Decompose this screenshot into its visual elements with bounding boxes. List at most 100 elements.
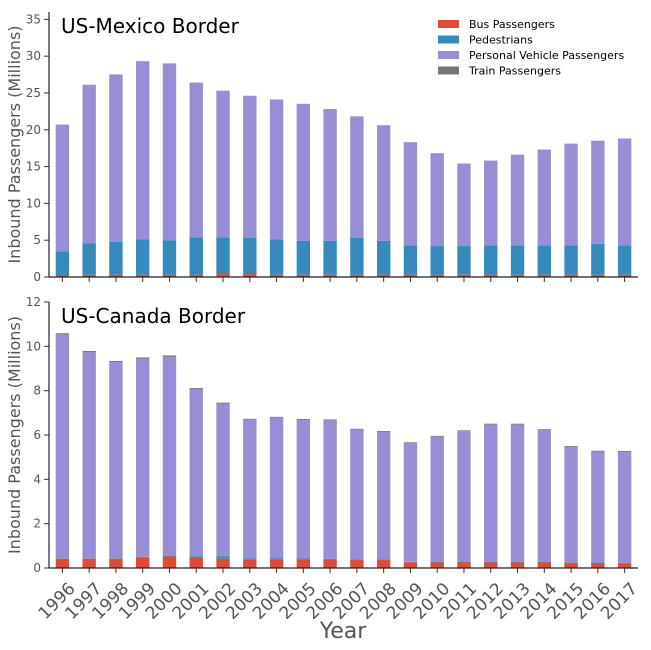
bar-segment [403, 274, 418, 277]
bar-segment [136, 557, 150, 568]
y-axis-title: Inbound Passengers (Millions) [5, 316, 24, 554]
bar-segment [162, 356, 177, 557]
bar-segment [189, 388, 203, 389]
bar-segment [484, 423, 498, 425]
bar-segment [617, 451, 632, 563]
bar-segment [243, 237, 257, 275]
bar-segment [510, 562, 525, 568]
bar-segment [323, 420, 337, 559]
bar-segment [591, 140, 605, 244]
bar-segment [162, 240, 177, 275]
y-tick-label: 0 [33, 561, 41, 575]
panel-title: US-Canada Border [61, 304, 246, 328]
legend-swatch [438, 51, 459, 59]
bar-segment [350, 428, 364, 430]
bar-segment [617, 245, 632, 275]
bar-segment [323, 419, 337, 421]
bar-segment [189, 82, 203, 238]
legend-label: Train Passengers [468, 65, 561, 78]
y-tick-label: 10 [26, 196, 41, 210]
bar-segment [296, 559, 311, 568]
bar-segment [109, 241, 123, 275]
bar-segment [243, 558, 257, 560]
bar-segment [430, 436, 444, 563]
bar-segment [323, 559, 337, 568]
bar-segment [136, 357, 150, 359]
y-tick-label: 8 [33, 384, 41, 398]
bar-segment [403, 142, 418, 246]
bar-segment [430, 274, 444, 277]
bar-segment [296, 274, 311, 277]
bar-segment [350, 560, 364, 568]
bar-segment [617, 563, 632, 568]
bar-segment [82, 274, 96, 277]
bar-segment [269, 417, 284, 559]
bar-segment [136, 358, 150, 557]
bar-segment [189, 388, 203, 557]
bar-segment [216, 274, 230, 277]
bar-segment [350, 116, 364, 238]
bar-segment [109, 360, 123, 363]
bar-segment [537, 245, 551, 275]
bar-segment [323, 109, 337, 241]
bar-segment [403, 562, 418, 568]
legend-swatch [438, 35, 459, 44]
bar-segment [591, 562, 605, 568]
bar-segment [82, 558, 96, 568]
bar-segment [537, 429, 551, 431]
y-tick-label: 35 [26, 12, 41, 26]
bar-segment [82, 84, 96, 244]
y-tick-label: 2 [33, 517, 41, 531]
bar-segment [564, 446, 578, 447]
legend-swatch [438, 20, 459, 28]
bar-segment [510, 423, 525, 425]
bar-segment [269, 558, 284, 560]
bar-segment [350, 274, 364, 277]
bar-segment [510, 424, 525, 563]
y-axis-title: Inbound Passengers (Millions) [5, 25, 24, 263]
y-tick-label: 12 [26, 295, 41, 309]
bar-segment [162, 355, 177, 357]
bar-segment [109, 74, 123, 242]
bar-segment [564, 446, 578, 563]
bar-segment [269, 559, 284, 568]
legend-label: Bus Passengers [469, 18, 555, 31]
bar-segment [484, 274, 498, 277]
bar-segment [403, 442, 418, 444]
bar-segment [55, 124, 70, 252]
bar-segment [269, 416, 284, 418]
y-tick-label: 25 [26, 86, 41, 100]
legend: Bus Passengers Pedestrians Personal Vehicl… [438, 18, 624, 78]
legend-label: Pedestrians [469, 34, 533, 47]
bar-segment [564, 562, 578, 568]
bar-segment [82, 350, 96, 353]
y-tick-label: 4 [33, 472, 41, 486]
bar-segment [269, 99, 284, 240]
bar-segment [243, 559, 257, 568]
y-tick-label: 30 [26, 49, 41, 63]
bar-segment [55, 251, 70, 276]
bar-segment [243, 95, 257, 238]
bar-segment [162, 274, 177, 277]
bar-segment [136, 274, 150, 277]
y-tick-label: 15 [26, 160, 41, 174]
bar-segment [243, 418, 257, 420]
bar-segment [376, 125, 391, 241]
bar-segment [537, 274, 551, 277]
bar-segment [162, 63, 177, 241]
bar-segment [617, 138, 632, 246]
bar-segment [350, 429, 364, 560]
panel-title: US-Mexico Border [61, 14, 240, 38]
bar-segment [296, 419, 311, 559]
bar-segment [296, 104, 311, 241]
bar-segment [350, 559, 364, 561]
bar-segment [457, 246, 471, 275]
bar-segment [403, 443, 418, 562]
bar-segment [109, 274, 123, 277]
bar-segment [55, 558, 70, 568]
legend-swatch [438, 66, 459, 75]
bar-segment [484, 245, 498, 275]
bar-segment [189, 556, 203, 559]
bar-segment [591, 451, 605, 563]
bar-segment [430, 246, 444, 275]
